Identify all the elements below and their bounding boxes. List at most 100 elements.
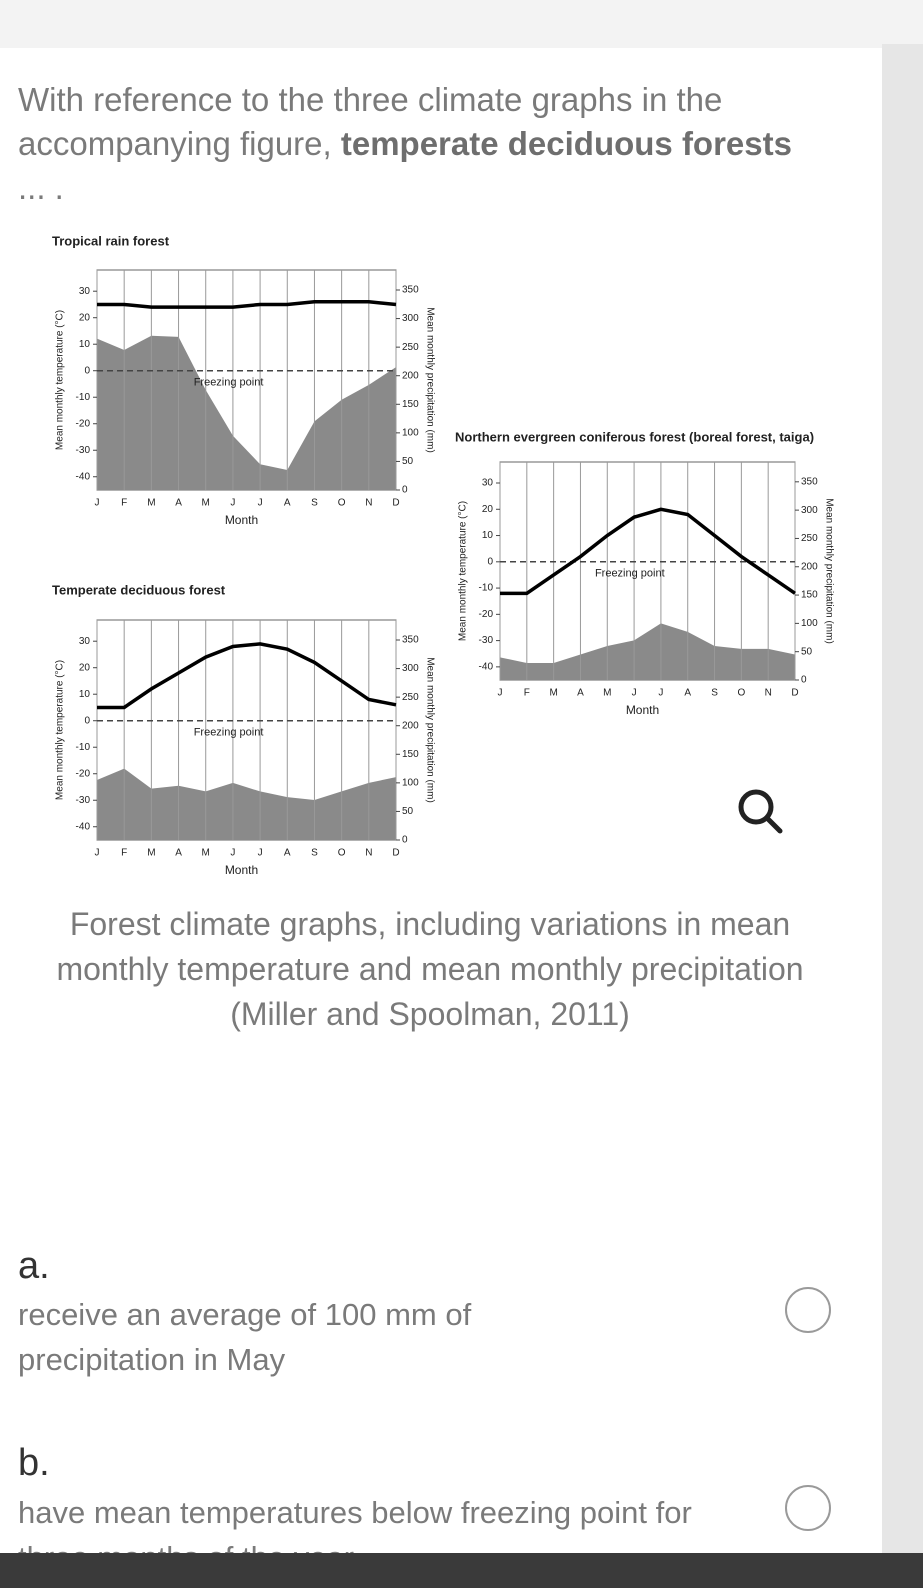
y-tick-label: -40 <box>76 471 91 482</box>
x-tick-label: J <box>258 498 263 509</box>
figure: Tropical rain forest Freezing point 30 20 10… <box>52 233 834 877</box>
option-letter: b. <box>18 1442 50 1484</box>
y-tick-label: -40 <box>76 821 91 832</box>
x-tick-label: N <box>365 498 372 509</box>
x-tick-label: S <box>311 498 318 509</box>
x-tick-label: J <box>230 498 235 509</box>
x-axis-label: Month <box>225 513 258 527</box>
radio-button[interactable] <box>785 1485 831 1531</box>
x-tick-label: O <box>737 688 745 699</box>
y2-tick-label: 350 <box>402 635 419 646</box>
y2-tick-label: 200 <box>801 561 818 572</box>
y-tick-label: -30 <box>76 795 91 806</box>
option-text: receive an average of 100 mm of precipit… <box>18 1297 472 1377</box>
x-tick-label: M <box>147 848 155 859</box>
y2-tick-label: 100 <box>801 618 818 629</box>
x-tick-label: A <box>684 688 691 699</box>
x-tick-label: M <box>202 498 210 509</box>
x-tick-label: J <box>95 848 100 859</box>
y-tick-label: 30 <box>79 636 91 647</box>
y2-tick-label: 300 <box>801 505 818 516</box>
x-tick-label: M <box>603 688 611 699</box>
y2-tick-label: 50 <box>801 646 813 657</box>
x-tick-label: O <box>338 848 346 859</box>
y-tick-label: 10 <box>79 689 91 700</box>
y2-tick-label: 0 <box>801 675 807 686</box>
y-axis-label: Mean monthly temperature (°C) <box>458 501 469 641</box>
y-tick-label: 20 <box>79 312 91 323</box>
figure-caption: Forest climate graphs, including variati… <box>56 906 804 1032</box>
y-tick-label: 20 <box>482 504 494 515</box>
y2-tick-label: 50 <box>402 456 414 467</box>
chart-title: Temperate deciduous forest <box>52 582 226 597</box>
x-tick-label: F <box>121 848 127 859</box>
y2-tick-label: 300 <box>402 313 419 324</box>
zoom-icon[interactable] <box>738 789 783 834</box>
option-letter: a. <box>18 1245 50 1287</box>
y-tick-label: 30 <box>79 286 91 297</box>
radio-button[interactable] <box>785 1287 831 1333</box>
x-tick-label: S <box>311 848 318 859</box>
y2-axis-label: Mean monthly precipitation (mm) <box>424 657 435 803</box>
y2-tick-label: 200 <box>402 720 419 731</box>
x-tick-label: J <box>95 498 100 509</box>
x-tick-label: A <box>284 848 291 859</box>
annotation: Freezing point <box>194 727 264 739</box>
y-tick-label: -20 <box>76 418 91 429</box>
x-axis-label: Month <box>626 703 659 717</box>
x-tick-label: D <box>791 688 798 699</box>
question: With reference to the three climate grap… <box>18 78 818 210</box>
y-tick-label: -20 <box>479 609 494 620</box>
x-tick-label: M <box>549 688 557 699</box>
y-tick-label: -30 <box>479 635 494 646</box>
y-tick-label: 10 <box>79 339 91 350</box>
x-tick-label: M <box>147 498 155 509</box>
question-bold: temperate deciduous forests <box>340 125 792 162</box>
y2-tick-label: 150 <box>801 590 818 601</box>
question-text: With reference to the three climate grap… <box>18 81 723 162</box>
x-tick-label: F <box>121 498 127 509</box>
y-tick-label: 0 <box>84 715 90 726</box>
x-tick-label: F <box>524 688 530 699</box>
temperature-line <box>97 642 397 710</box>
y2-tick-label: 250 <box>402 342 419 353</box>
y-axis-label: Mean monthly temperature (°C) <box>55 310 66 450</box>
precipitation-area <box>97 335 396 490</box>
y2-tick-label: 250 <box>402 692 419 703</box>
x-tick-label: J <box>658 688 663 699</box>
y2-tick-label: 350 <box>402 285 419 296</box>
annotation: Freezing point <box>194 377 264 389</box>
question-text: ... . <box>18 169 64 206</box>
x-tick-label: O <box>338 498 346 509</box>
y-tick-label: -40 <box>479 662 494 673</box>
x-tick-label: J <box>498 688 503 699</box>
y2-tick-label: 250 <box>801 533 818 544</box>
y2-axis-label: Mean monthly precipitation (mm) <box>424 307 435 453</box>
x-tick-label: N <box>365 848 372 859</box>
x-tick-label: A <box>577 688 584 699</box>
temperature-line <box>500 507 796 596</box>
x-tick-label: J <box>258 848 263 859</box>
y-tick-label: -10 <box>76 392 91 403</box>
x-tick-label: J <box>632 688 637 699</box>
x-tick-label: M <box>202 848 210 859</box>
y2-tick-label: 0 <box>402 835 408 846</box>
y-tick-label: 0 <box>84 365 90 376</box>
annotation: Freezing point <box>595 568 665 580</box>
x-tick-label: S <box>711 688 718 699</box>
y-tick-label: 0 <box>487 556 493 567</box>
y2-tick-label: 150 <box>402 749 419 760</box>
x-tick-label: A <box>175 848 182 859</box>
y-tick-label: 20 <box>79 662 91 673</box>
y2-tick-label: 50 <box>402 806 414 817</box>
y2-tick-label: 100 <box>402 777 419 788</box>
y-tick-label: 10 <box>482 530 494 541</box>
y-tick-label: -20 <box>76 768 91 779</box>
y-axis-label: Mean monthly temperature (°C) <box>55 660 66 800</box>
top-bar <box>0 0 923 48</box>
x-tick-label: J <box>230 848 235 859</box>
x-tick-label: A <box>175 498 182 509</box>
precipitation-area <box>97 768 396 840</box>
y2-tick-label: 150 <box>402 399 419 410</box>
y2-tick-label: 0 <box>402 485 408 496</box>
